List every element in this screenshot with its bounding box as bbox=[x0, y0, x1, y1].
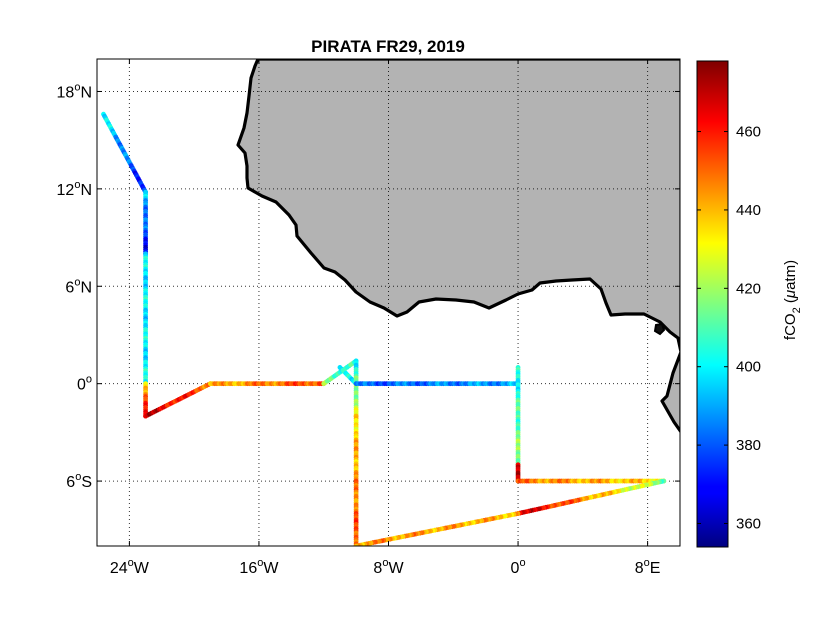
x-tick-label: 8oE bbox=[635, 557, 661, 577]
y-tick-label: 0o bbox=[77, 374, 92, 394]
y-tick-label: 6oN bbox=[65, 276, 92, 296]
map-plot-area bbox=[97, 59, 680, 546]
y-tick-label: 12oN bbox=[57, 179, 92, 199]
x-tick-label: 0o bbox=[511, 557, 526, 577]
bioko-island bbox=[653, 322, 666, 336]
track-point bbox=[353, 543, 359, 546]
chart-title: PIRATA FR29, 2019 bbox=[311, 37, 465, 56]
colorbar-tick-label: 420 bbox=[736, 280, 761, 297]
colorbar-tick-label: 360 bbox=[736, 515, 761, 532]
x-tick-label: 24oW bbox=[110, 557, 150, 577]
y-tick-label: 6oS bbox=[66, 471, 92, 491]
cruise-track bbox=[101, 111, 667, 546]
colorbar-ticks: 360 380 400 420 440 460 bbox=[697, 124, 761, 532]
colorbar-tick-label: 380 bbox=[736, 437, 761, 454]
colorbar-label: fCO2 (μatm) bbox=[782, 260, 803, 340]
x-axis: 24oW 16oW 8oW 0o 8oE bbox=[110, 59, 661, 577]
x-tick-label: 16oW bbox=[239, 557, 279, 577]
x-tick-label: 8oW bbox=[373, 557, 404, 577]
y-axis: 18oN 12oN 6oN 0o 6oS bbox=[57, 81, 680, 491]
africa-coastline-land bbox=[236, 59, 680, 434]
y-tick-label: 18oN bbox=[57, 81, 92, 101]
colorbar-tick-label: 440 bbox=[736, 202, 761, 219]
colorbar: 360 380 400 420 440 460 fCO2 (μatm) bbox=[696, 60, 803, 548]
colorbar-gradient bbox=[696, 60, 729, 548]
colorbar-tick-label: 400 bbox=[736, 359, 761, 376]
colorbar-tick-label: 460 bbox=[736, 124, 761, 141]
